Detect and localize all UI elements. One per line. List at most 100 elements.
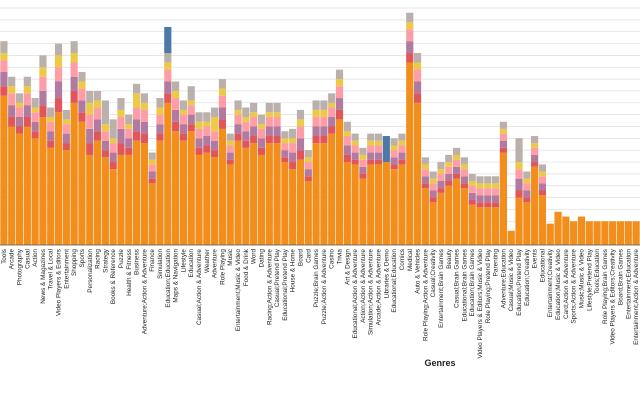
bar-segment bbox=[179, 124, 187, 134]
bar-segment bbox=[86, 128, 94, 144]
bar-segment bbox=[257, 124, 266, 129]
bar-segment bbox=[187, 114, 195, 125]
bar-segment bbox=[367, 159, 375, 165]
bar-segment bbox=[398, 152, 406, 160]
bar-segment bbox=[273, 135, 281, 144]
bar-segment bbox=[195, 112, 203, 122]
bar-segment bbox=[312, 117, 320, 127]
bar-segment bbox=[351, 152, 359, 160]
bar-segment bbox=[304, 169, 312, 177]
bar-segment bbox=[133, 93, 141, 108]
bar-segment bbox=[257, 114, 266, 125]
x-tick-label: Entertainment;Creativity bbox=[547, 248, 554, 317]
bar-segment bbox=[296, 119, 305, 127]
bar-segment bbox=[218, 79, 227, 89]
bar-segment bbox=[39, 76, 47, 91]
x-tick-label: Art & Design bbox=[344, 249, 351, 285]
bar-segment bbox=[570, 221, 578, 245]
bar-segment bbox=[125, 114, 133, 125]
bar-segment bbox=[499, 133, 507, 141]
bar-segment bbox=[140, 143, 148, 245]
bar-segment bbox=[156, 98, 164, 108]
bar-segment bbox=[109, 138, 117, 144]
bar-segment bbox=[328, 107, 336, 118]
bar-segment bbox=[601, 221, 609, 245]
bar-segment bbox=[538, 171, 547, 177]
bar-segment bbox=[257, 128, 266, 139]
bar-segment bbox=[289, 128, 297, 139]
bar-segment bbox=[499, 147, 507, 153]
bar-segment bbox=[156, 140, 164, 245]
bar-segment bbox=[62, 150, 70, 245]
bar-segment bbox=[78, 81, 86, 89]
bar-segment bbox=[460, 164, 468, 170]
bar-segment bbox=[499, 140, 507, 148]
bar-segment bbox=[538, 190, 547, 196]
bar-segment bbox=[421, 157, 429, 165]
bar-segment bbox=[140, 93, 148, 103]
x-tick-label: Music;Music & Video bbox=[578, 249, 585, 309]
x-tick-label: Entertainment;Music & Video bbox=[235, 249, 242, 332]
bar-segment bbox=[484, 195, 492, 203]
bar-segment bbox=[351, 145, 359, 153]
bar-segment bbox=[265, 117, 273, 127]
bar-segment bbox=[242, 147, 250, 245]
bar-segment bbox=[320, 135, 328, 144]
bar-segment bbox=[234, 124, 242, 134]
bar-segment bbox=[265, 112, 273, 118]
bar-segment bbox=[86, 114, 94, 129]
bar-segment bbox=[172, 109, 180, 122]
x-tick-label: Dating bbox=[258, 249, 265, 268]
bar-segment bbox=[148, 159, 156, 165]
bar-segment bbox=[273, 143, 281, 245]
bar-segment bbox=[226, 152, 234, 160]
bar-segment bbox=[70, 90, 78, 103]
bar-segment bbox=[523, 197, 531, 203]
bar-segment bbox=[125, 138, 133, 148]
bar-segment bbox=[289, 162, 297, 170]
bar-segment bbox=[156, 114, 164, 125]
bar-segment bbox=[382, 162, 390, 245]
x-tick-label: Personalization bbox=[87, 249, 94, 293]
bar-segment bbox=[179, 100, 187, 110]
bar-segment bbox=[460, 169, 468, 177]
bar-segment bbox=[312, 135, 320, 144]
x-tick-label: Tools bbox=[1, 249, 8, 264]
x-tick-label: Word bbox=[251, 249, 258, 265]
bar-segment bbox=[296, 109, 305, 120]
bar-segment bbox=[281, 157, 289, 163]
bar-segment bbox=[140, 133, 148, 144]
bar-segment bbox=[398, 140, 406, 146]
bar-segment bbox=[320, 109, 328, 118]
bar-segment bbox=[343, 135, 351, 146]
bar-segment bbox=[515, 197, 523, 245]
x-tick-label: Medical bbox=[407, 249, 414, 271]
bar-segment bbox=[453, 159, 461, 167]
bar-segment bbox=[226, 164, 234, 245]
bar-segment bbox=[203, 152, 211, 245]
bar-segment bbox=[429, 197, 437, 203]
bar-segment bbox=[382, 135, 390, 163]
x-tick-label: Sports bbox=[79, 249, 86, 267]
bar-segment bbox=[31, 107, 39, 113]
bar-segment bbox=[31, 98, 39, 108]
x-tick-label: Education;Brain Games bbox=[469, 249, 476, 317]
x-tick-label: Educational;Action & Adventure bbox=[352, 249, 359, 339]
x-tick-label: Sports;Action & Adventure bbox=[571, 249, 578, 324]
x-tick-label: Video Players & Editors bbox=[56, 249, 63, 316]
bar-segment bbox=[296, 159, 305, 245]
bar-segment bbox=[164, 26, 172, 54]
bar-segment bbox=[8, 117, 16, 127]
bar-segment bbox=[148, 152, 156, 160]
bar-segment bbox=[101, 124, 109, 132]
bar-segment bbox=[320, 117, 328, 127]
bar-segment bbox=[453, 173, 461, 179]
bar-segment bbox=[460, 188, 468, 245]
bar-segment bbox=[296, 126, 305, 139]
bar-segment bbox=[78, 112, 86, 122]
x-tick-label: Simulation;Action & Adventure bbox=[368, 249, 375, 335]
x-tick-label: House & Home bbox=[290, 249, 297, 293]
bar-segment bbox=[93, 131, 102, 141]
bar-segment bbox=[47, 147, 55, 245]
bar-segment bbox=[164, 81, 172, 94]
